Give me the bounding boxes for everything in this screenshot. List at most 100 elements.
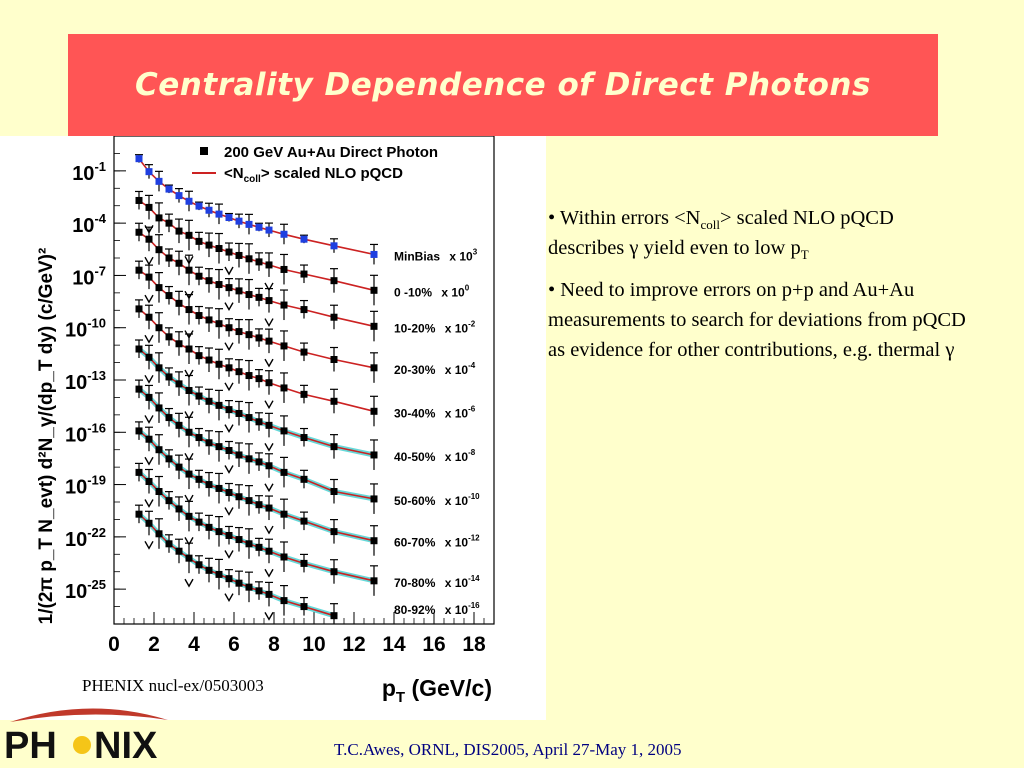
data-point xyxy=(370,495,378,503)
data-point xyxy=(225,284,233,292)
data-point xyxy=(155,446,163,454)
data-point xyxy=(215,281,223,289)
y-tick-label: 10-4 xyxy=(72,211,107,237)
x-tick-label: 16 xyxy=(422,633,445,656)
data-point xyxy=(280,230,288,238)
data-point xyxy=(265,379,273,387)
data-point xyxy=(205,356,213,364)
series-group: 70-80% x 10-14 xyxy=(135,462,480,596)
data-point xyxy=(145,478,153,486)
data-point xyxy=(175,421,183,429)
data-point xyxy=(265,261,273,269)
upper-limit-arrow xyxy=(144,540,154,550)
data-point xyxy=(145,353,153,361)
data-point xyxy=(185,306,193,314)
data-point xyxy=(265,226,273,234)
data-point xyxy=(235,287,243,295)
data-point xyxy=(195,237,203,245)
data-point xyxy=(165,254,173,262)
series-label: 50-60% x 10-10 xyxy=(394,492,480,508)
data-point xyxy=(215,210,223,218)
data-point xyxy=(245,414,253,422)
data-point xyxy=(205,206,213,214)
pqcd-band xyxy=(137,470,375,584)
data-point xyxy=(370,322,378,330)
data-point xyxy=(370,364,378,372)
data-point xyxy=(245,372,253,380)
x-tick-label: 4 xyxy=(188,633,200,656)
data-layer: MinBias x 103 0 -10% x 100 10-20% x 10-2 20… xyxy=(135,154,480,624)
data-point xyxy=(145,168,153,176)
data-point xyxy=(215,320,223,328)
data-point xyxy=(205,316,213,324)
data-point xyxy=(255,375,263,383)
data-point xyxy=(280,510,288,518)
upper-limit-arrow xyxy=(144,256,154,266)
data-point xyxy=(155,214,163,222)
data-point xyxy=(215,570,223,578)
data-point xyxy=(145,273,153,281)
data-point xyxy=(205,277,213,285)
data-point xyxy=(235,251,243,259)
svg-text:NIX: NIX xyxy=(94,725,158,767)
upper-limit-arrow xyxy=(264,525,274,535)
data-point xyxy=(165,497,173,505)
data-point xyxy=(145,313,153,321)
logo-wordmark: PH xyxy=(4,725,57,767)
upper-limit-arrow xyxy=(264,612,274,621)
upper-limit-arrow xyxy=(224,550,234,559)
data-point xyxy=(245,220,253,228)
data-point xyxy=(205,241,213,249)
data-point xyxy=(255,543,263,551)
data-point xyxy=(175,259,183,267)
data-point xyxy=(255,501,263,509)
y-tick-label: 10-25 xyxy=(65,577,106,603)
y-axis-title: 1/(2π p_T N_evt) d²N_γ/(dp_T dy) (c/GeV)… xyxy=(36,248,57,625)
data-point xyxy=(330,397,338,405)
data-point xyxy=(205,397,213,405)
data-point xyxy=(145,203,153,211)
data-point xyxy=(195,272,203,280)
data-point xyxy=(165,219,173,227)
series-label: 70-80% x 10-14 xyxy=(394,574,480,590)
data-point xyxy=(225,364,233,372)
upper-limit-arrow xyxy=(224,302,234,312)
data-point xyxy=(185,428,193,436)
series-label: 0 -10% x 100 xyxy=(394,283,470,299)
data-point xyxy=(195,312,203,320)
data-point xyxy=(175,547,183,555)
series-label: MinBias x 103 xyxy=(394,247,478,263)
data-point xyxy=(135,468,143,476)
data-point xyxy=(265,547,273,555)
data-point xyxy=(225,489,233,497)
legend-label: <Ncoll> scaled NLO pQCD xyxy=(224,165,403,185)
data-point xyxy=(155,404,163,412)
series-label: 60-70% x 10-12 xyxy=(394,534,480,550)
data-point xyxy=(185,231,193,239)
upper-limit-arrow xyxy=(264,483,274,493)
data-point xyxy=(255,258,263,266)
series-group: 50-60% x 10-10 xyxy=(135,379,480,514)
data-point xyxy=(135,427,143,435)
data-point xyxy=(255,418,263,426)
data-point xyxy=(175,227,183,235)
data-point xyxy=(185,470,193,478)
series-label: 20-30% x 10-4 xyxy=(394,361,476,377)
upper-limit-arrow xyxy=(264,358,274,368)
data-point xyxy=(165,455,173,463)
x-tick-label: 0 xyxy=(108,633,120,656)
data-point xyxy=(280,384,288,392)
x-tick-label: 12 xyxy=(342,633,365,656)
y-tick-label: 10-19 xyxy=(65,473,106,499)
data-point xyxy=(300,475,308,483)
data-point xyxy=(235,328,243,336)
plot-panel: 02468101214161810210-110-410-710-1010-13… xyxy=(0,136,546,720)
upper-limit-arrow xyxy=(264,318,274,328)
data-point xyxy=(165,414,173,422)
y-tick-label: 10-13 xyxy=(65,368,106,394)
data-point xyxy=(165,292,173,300)
data-point xyxy=(370,407,378,415)
data-point xyxy=(155,177,163,185)
data-point xyxy=(235,409,243,417)
data-point xyxy=(185,197,193,205)
